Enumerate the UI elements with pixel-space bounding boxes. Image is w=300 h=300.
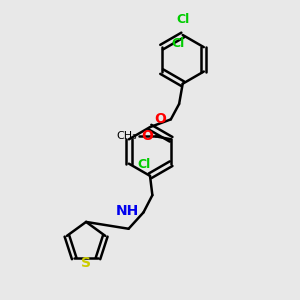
Text: O: O [141,129,153,143]
Text: NH: NH [116,204,139,218]
Text: Cl: Cl [176,13,189,26]
Text: CH₃: CH₃ [116,131,137,141]
Text: Cl: Cl [138,158,151,171]
Text: Cl: Cl [171,37,184,50]
Text: S: S [81,256,91,270]
Text: O: O [154,112,166,126]
